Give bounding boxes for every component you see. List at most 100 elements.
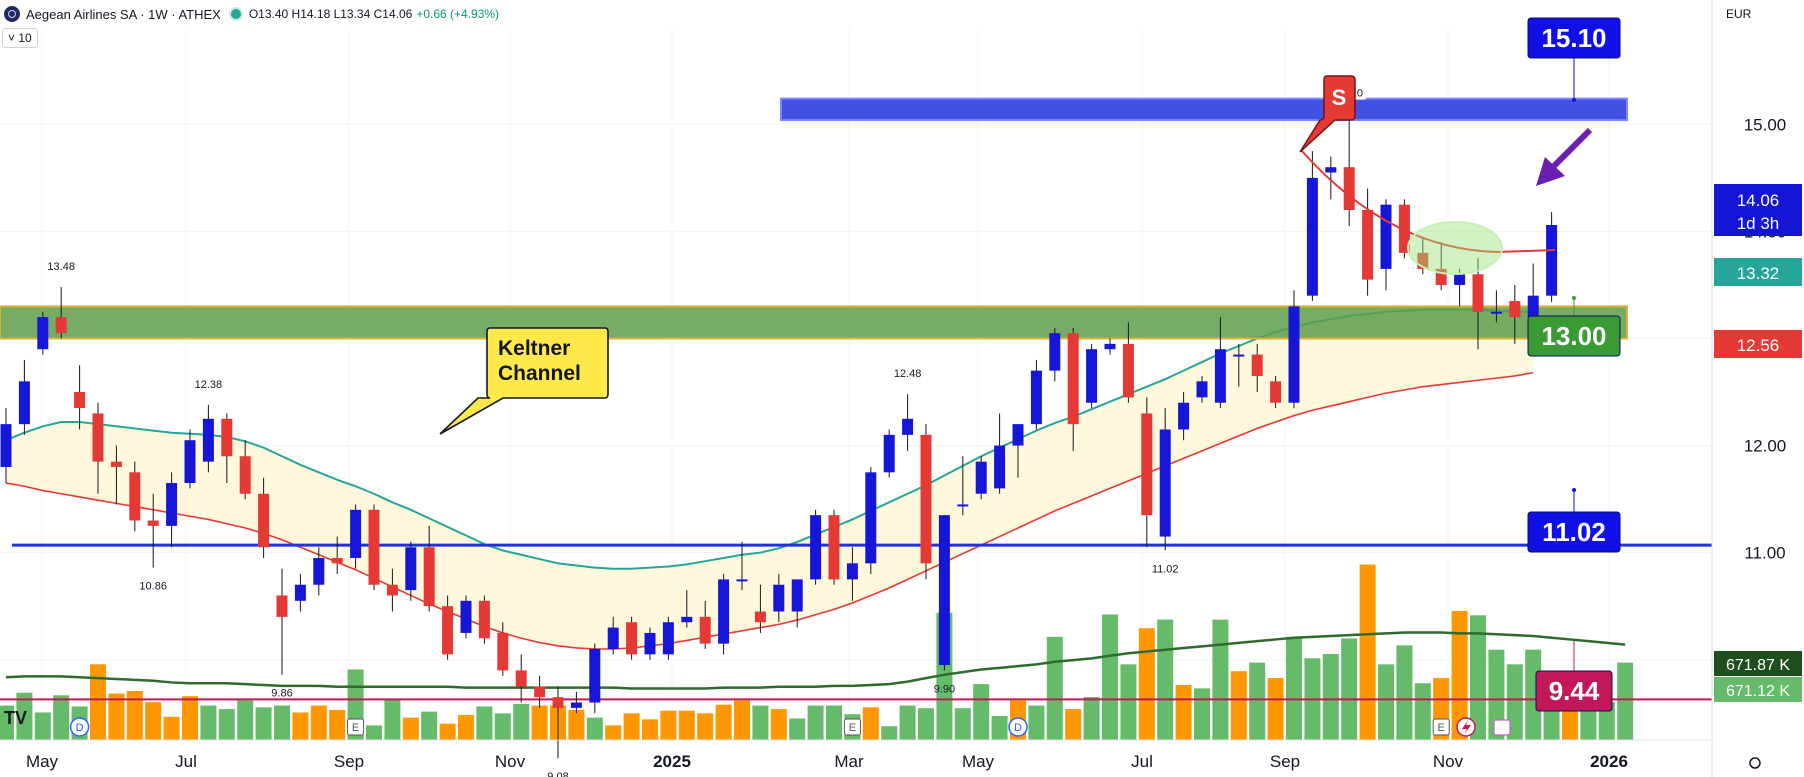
sell-marker <box>1299 75 1356 153</box>
sell-marker-text: S <box>1332 85 1347 110</box>
countdown-text: 1d 3h <box>1737 214 1780 233</box>
low-price-badge <box>1714 330 1802 358</box>
support-zone <box>0 305 1628 340</box>
pivot-label: 9.08 <box>547 771 568 777</box>
candle-body <box>1178 402 1190 430</box>
candle-body <box>975 461 987 494</box>
candle-body <box>478 600 490 639</box>
candle-body <box>1196 381 1208 398</box>
market-status-icon <box>230 9 241 19</box>
candle-body <box>699 616 711 644</box>
highlight-ellipse <box>1407 221 1503 275</box>
keltner-fill <box>6 309 1534 649</box>
tradingview-logo[interactable]: TV <box>4 708 28 728</box>
volume-bar <box>458 715 474 740</box>
volume-bar <box>0 705 14 740</box>
volume-bar <box>1286 636 1302 740</box>
volume-bar <box>531 705 548 740</box>
candle-body <box>1362 210 1374 280</box>
candle-body <box>18 381 30 425</box>
volume-bar <box>1138 628 1155 740</box>
candle-body <box>294 584 306 601</box>
tag-support-3-text: 9.44 <box>1549 676 1600 706</box>
price-tick-label: 15.00 <box>1744 115 1787 134</box>
candle-body <box>1454 274 1466 285</box>
volume-bar <box>476 706 493 740</box>
candle-body <box>883 434 895 473</box>
volume-bar <box>1396 645 1413 740</box>
vol-badge-2 <box>1714 677 1802 702</box>
volume-bar <box>145 702 162 740</box>
flash-icon-bolt <box>1462 720 1471 735</box>
symbol-title[interactable]: Aegean Airlines SA · 1W · ATHEX <box>26 6 221 22</box>
volume-bar <box>90 664 106 740</box>
volume-bar <box>881 726 898 740</box>
candle-body <box>846 563 858 580</box>
vol-badge-1-text: 671.87 K <box>1726 657 1790 674</box>
candle-body <box>37 317 49 350</box>
candle-body <box>368 509 380 585</box>
volume-bar <box>770 709 787 740</box>
volume-bar <box>605 725 622 740</box>
tag-resistance-text: 15.10 <box>1541 23 1606 53</box>
tag-resistance <box>1527 17 1621 59</box>
volume-bar <box>1230 671 1247 740</box>
candle-body <box>1343 167 1355 211</box>
candle-body <box>644 632 656 655</box>
candle-body <box>442 606 454 655</box>
candle-body <box>515 670 527 687</box>
candle-body <box>313 557 325 585</box>
volume-bar <box>310 705 327 740</box>
candle-body <box>147 520 159 526</box>
candle-body <box>662 622 674 655</box>
volume-bar <box>1470 615 1486 740</box>
keltner-callout-bubble <box>439 327 609 435</box>
vol-badge-2-text: 671.12 K <box>1726 683 1790 700</box>
candle-body <box>754 611 766 623</box>
last-price-text: 14.06 <box>1737 191 1780 210</box>
volume-bar <box>182 696 198 740</box>
volume-bar <box>1267 678 1284 740</box>
volume-bar <box>678 710 695 740</box>
volume-bar <box>53 695 70 740</box>
volume-bar <box>789 718 806 740</box>
time-tick-label: Sep <box>334 752 364 771</box>
pivot-label: 13.48 <box>47 261 75 273</box>
candle-body <box>92 413 104 462</box>
volume-bar <box>1194 688 1210 740</box>
candle-body <box>1546 225 1558 296</box>
candle-body <box>1233 354 1245 357</box>
pivot-label: 12.48 <box>894 368 922 380</box>
volume-bar <box>1249 662 1266 740</box>
time-tick-label: May <box>962 752 995 771</box>
candle-body <box>460 600 472 633</box>
volume-bar <box>642 719 658 740</box>
candle-body <box>386 584 398 596</box>
pivot-label: 11.02 <box>1152 563 1179 575</box>
volume-bar <box>366 725 382 740</box>
earnings-marker-text: E <box>1438 722 1445 734</box>
candle-body <box>718 579 730 644</box>
volume-bar <box>1341 638 1358 740</box>
candle-body <box>74 392 86 409</box>
time-tick-label: Nov <box>495 752 526 771</box>
earnings-marker <box>843 718 861 736</box>
dividend-marker <box>1008 717 1028 737</box>
candle-body <box>1159 429 1171 537</box>
keltner-callout-text: Keltner <box>498 337 570 360</box>
volume-bar <box>715 704 732 740</box>
candle-body <box>865 472 877 564</box>
dividend-marker <box>69 717 90 737</box>
interval-selector[interactable]: ˅ 10 <box>2 28 38 48</box>
volume-bar <box>1617 662 1634 740</box>
sell-arc-line <box>1300 149 1556 254</box>
candle-body <box>239 456 251 494</box>
mid-price-text: 13.32 <box>1737 264 1780 283</box>
volume-bar <box>568 709 585 740</box>
candle-body <box>1214 349 1226 403</box>
candle-body <box>607 627 619 649</box>
volume-bar <box>16 692 33 740</box>
volume-bar <box>1378 664 1394 740</box>
time-tick-label: 2025 <box>653 752 691 771</box>
